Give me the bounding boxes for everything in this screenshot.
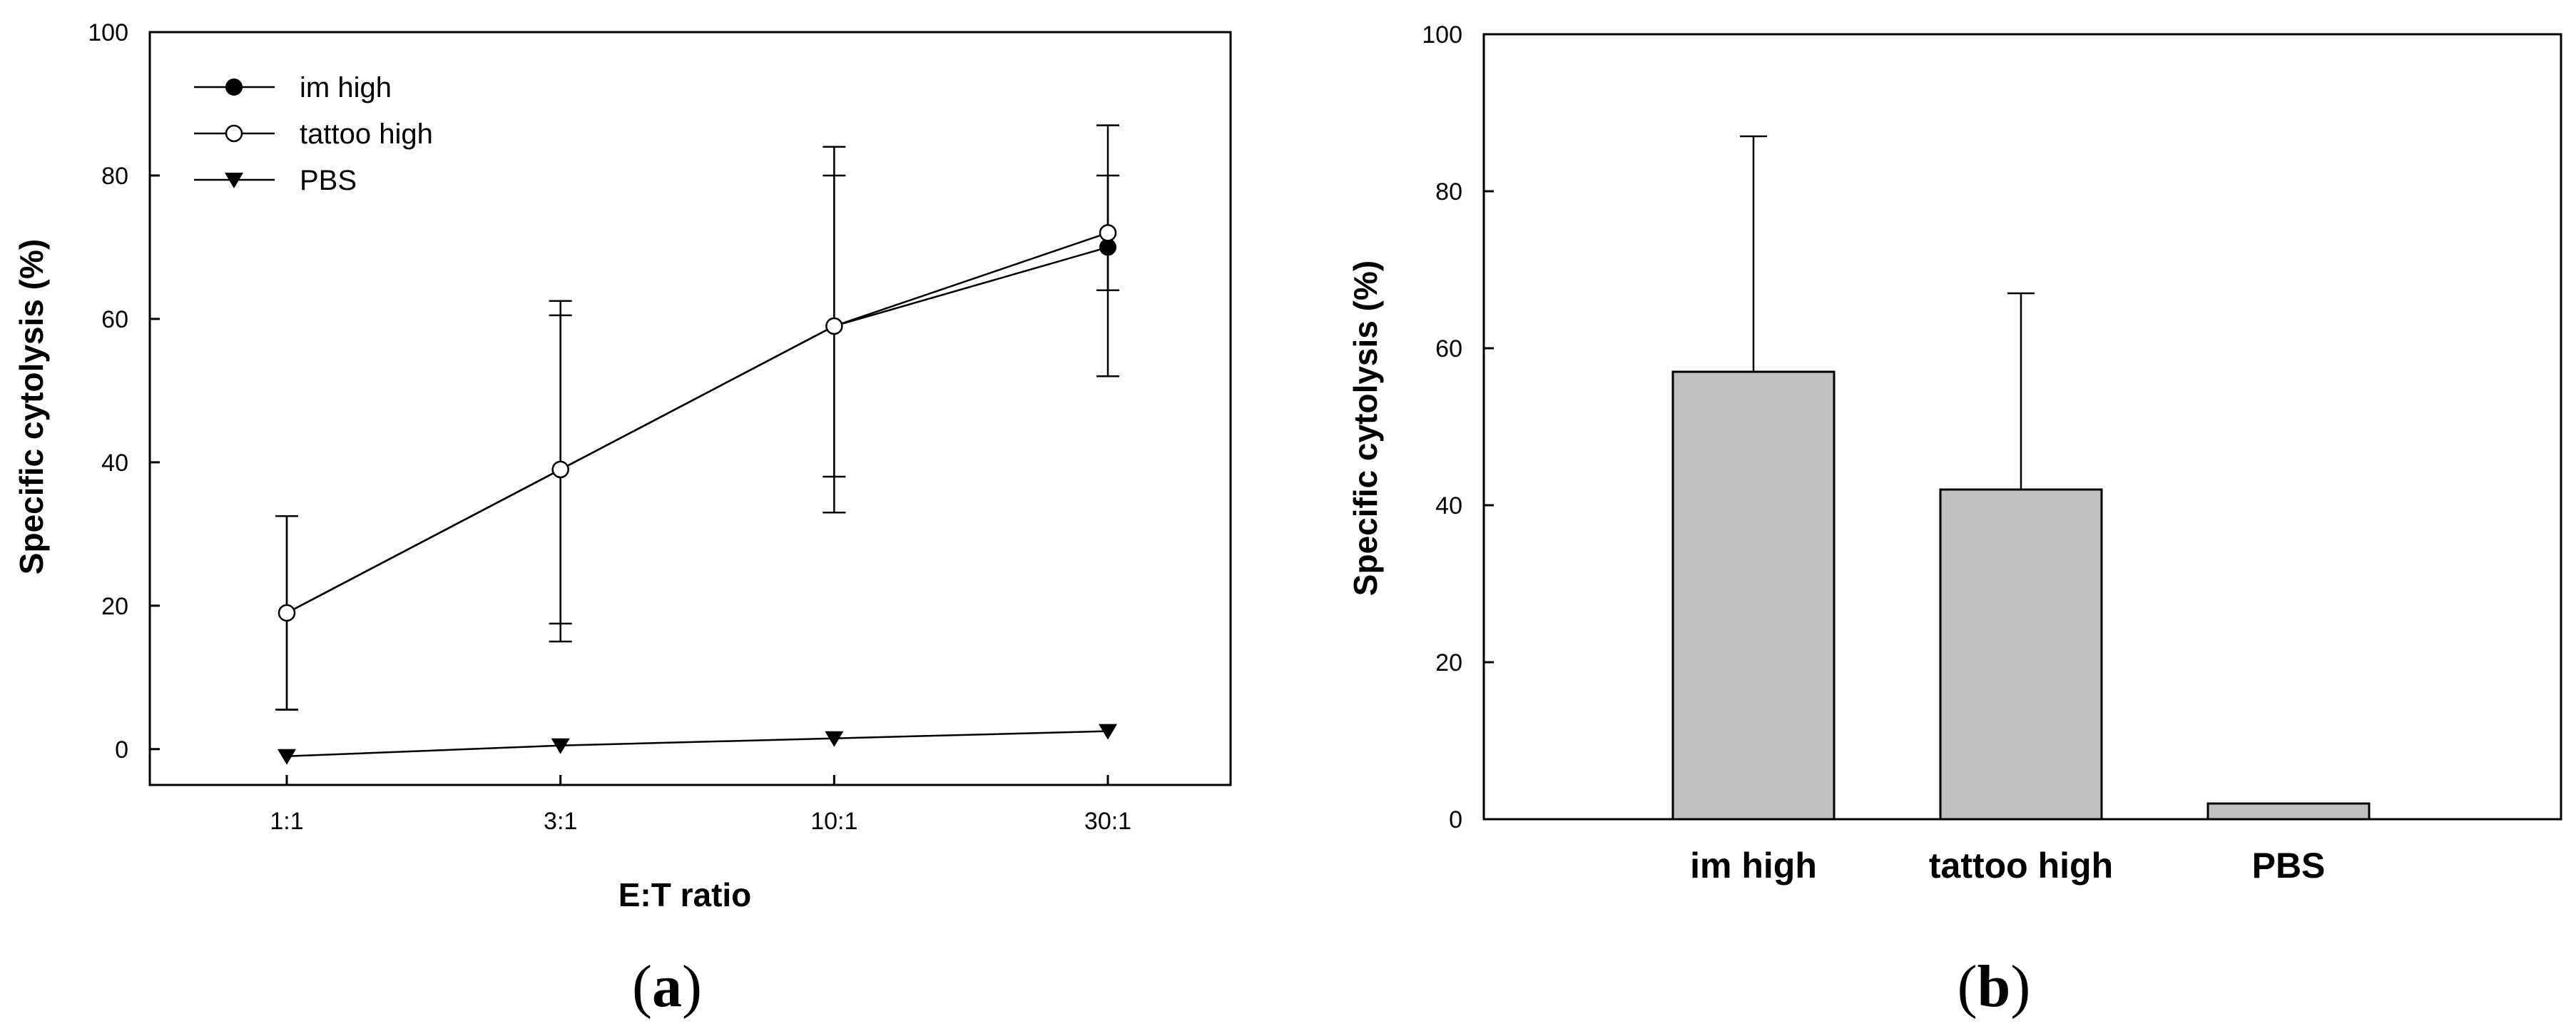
data-point <box>278 749 296 765</box>
x-category-label: im high <box>1690 846 1817 886</box>
panel-b-bars: im high tattoo high PBS <box>1671 135 2371 886</box>
panel-a-legend: im high tattoo high PBS <box>194 72 433 196</box>
legend-label: tattoo high <box>300 118 433 150</box>
bar <box>1671 370 1836 821</box>
panel-a-label: (a) <box>632 953 702 1020</box>
y-tick-label: 40 <box>101 450 128 477</box>
series-line <box>286 730 1109 758</box>
panel-a-series-lines <box>286 232 1109 758</box>
y-tick-label: 100 <box>88 19 128 46</box>
panel-b-label: (b) <box>1958 953 2031 1020</box>
y-tick-label: 20 <box>101 593 128 620</box>
panel-b-y-axis-title: Specific cytolysis (%) <box>1347 260 1384 596</box>
legend-label: im high <box>300 72 392 103</box>
panel-a-line-chart: 0 20 40 60 80 100 1:1 3:1 10:1 30:1 Specific cyto… <box>13 19 1232 1020</box>
x-category-label: PBS <box>2252 846 2326 886</box>
panel-b-bar-chart: 0 20 40 60 80 100 im high tattoo high PBS Speci… <box>1347 21 2562 1020</box>
x-tick-label: 10:1 <box>810 808 857 835</box>
legend-marker <box>225 124 243 143</box>
x-category-label: tattoo high <box>1929 846 2113 886</box>
legend-label: PBS <box>300 165 357 196</box>
x-tick-label: 1:1 <box>270 808 303 835</box>
panel-a-ticks: 0 20 40 60 80 100 1:1 3:1 10:1 30:1 <box>88 19 1131 835</box>
y-tick-label: 60 <box>101 306 128 333</box>
data-point <box>1099 224 1117 242</box>
bar <box>1939 488 2103 821</box>
y-tick-label: 80 <box>1435 178 1462 206</box>
legend-marker <box>225 78 243 96</box>
data-point <box>551 738 570 754</box>
x-tick-label: 30:1 <box>1084 808 1131 835</box>
data-point <box>825 317 843 335</box>
y-tick-label: 80 <box>101 163 128 190</box>
y-tick-label: 40 <box>1435 492 1462 519</box>
panel-a-markers <box>278 224 1117 765</box>
y-tick-label: 100 <box>1422 21 1462 49</box>
data-point <box>825 731 844 747</box>
panel-a-x-axis-title: E:T ratio <box>618 876 752 913</box>
data-point <box>551 460 569 479</box>
panel-a-plot-frame <box>148 31 1232 786</box>
legend-marker <box>225 173 243 188</box>
y-tick-label: 0 <box>1449 806 1462 833</box>
series-line <box>286 246 1109 614</box>
x-tick-label: 3:1 <box>544 808 577 835</box>
panel-a-y-axis-title: Specific cytolysis (%) <box>13 239 50 574</box>
data-point <box>1099 724 1117 740</box>
y-tick-label: 20 <box>1435 649 1462 676</box>
y-tick-label: 0 <box>115 736 128 764</box>
y-tick-label: 60 <box>1435 335 1462 363</box>
panel-a-error-bars <box>275 124 1119 711</box>
data-point <box>278 604 296 622</box>
bar <box>2206 802 2371 821</box>
series-line <box>286 232 1109 614</box>
panel-b-ticks: 0 20 40 60 80 100 <box>1422 21 1494 833</box>
data-point <box>1099 238 1116 256</box>
